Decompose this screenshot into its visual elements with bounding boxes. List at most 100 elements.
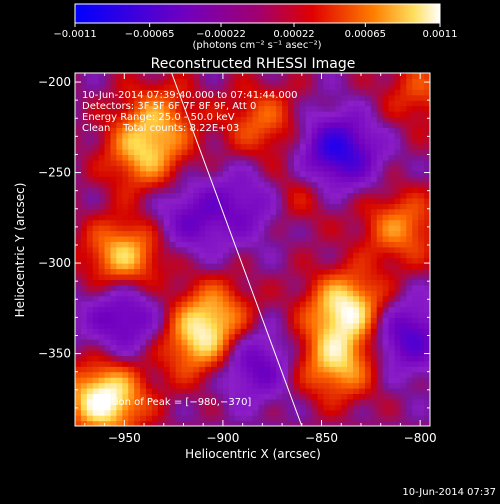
heatmap-cell [305,138,313,145]
heatmap-cell [388,246,396,253]
heatmap-cell [175,404,183,411]
heatmap-cell [293,393,301,400]
heatmap-cell [394,143,402,150]
heatmap-cell [270,83,277,90]
heatmap-cell [282,404,289,411]
heatmap-cell [359,398,366,405]
heatmap-cell [270,138,277,145]
heatmap-cell [376,344,384,351]
heatmap-cell [140,159,147,166]
heatmap-cell [311,268,319,275]
heatmap-cell [110,83,118,90]
heatmap-cell [157,219,165,226]
heatmap-cell [222,203,230,210]
heatmap-cell [157,165,165,172]
heatmap-cell [424,360,430,367]
heatmap-cell [388,284,396,291]
heatmap-cell [341,306,348,313]
heatmap-cell [282,111,289,118]
heatmap-cell [270,208,277,215]
heatmap-cell [80,311,88,318]
heatmap-cell [140,328,147,335]
heatmap-cell [394,382,402,389]
heatmap-cell [293,301,301,308]
heatmap-cell [128,208,135,215]
heatmap-cell [246,333,254,340]
heatmap-cell [258,382,265,389]
heatmap-cell [317,366,325,373]
heatmap-cell [80,393,88,400]
heatmap-cell [140,273,147,280]
heatmap-cell [418,420,425,426]
heatmap-cell [264,295,271,302]
y-tick-label: −300 [38,256,71,270]
heatmap-cell [311,78,319,85]
heatmap-cell [282,360,289,367]
heatmap-cell [92,377,100,384]
heatmap-cell [341,116,348,123]
heatmap-cell [376,377,384,384]
heatmap-cell [311,219,319,226]
heatmap-cell [234,111,242,118]
heatmap-cell [98,121,106,128]
heatmap-cell [382,78,390,85]
heatmap-cell [311,214,319,221]
heatmap-cell [187,377,194,384]
heatmap-cell [110,273,118,280]
annotation-detectors: Detectors: 3F 5F 6F 7F 8F 9F, Att 0 [82,101,256,112]
heatmap-cell [388,252,396,259]
heatmap-cell [424,257,430,264]
heatmap-cell [359,268,366,275]
heatmap-cell [146,192,153,199]
heatmap-cell [193,100,200,107]
heatmap-cell [370,78,378,85]
heatmap-cell [394,409,402,416]
heatmap-cell [370,279,378,286]
heatmap-cell [228,360,236,367]
heatmap-cell [370,105,378,112]
heatmap-cell [92,284,100,291]
heatmap-cell [406,241,413,248]
heatmap-cell [359,73,366,80]
heatmap-cell [252,268,260,275]
heatmap-cell [388,219,396,226]
heatmap-cell [128,263,135,270]
heatmap-cell [234,328,242,335]
heatmap-cell [80,382,88,389]
heatmap-cell [181,121,189,128]
heatmap-cell [163,235,171,242]
heatmap-cell [75,301,82,308]
heatmap-cell [335,89,342,96]
heatmap-cell [211,252,218,259]
heatmap-cell [418,252,425,259]
heatmap-cell [323,149,331,156]
heatmap-cell [341,393,348,400]
heatmap-cell [406,138,413,145]
heatmap-cell [134,100,141,107]
heatmap-cell [394,355,402,362]
heatmap-cell [323,393,331,400]
heatmap-cell [163,170,171,177]
heatmap-cell [246,78,254,85]
heatmap-cell [228,235,236,242]
heatmap-cell [323,154,331,161]
heatmap-cell [258,241,265,248]
heatmap-cell [228,295,236,302]
heatmap-cell [140,409,147,416]
heatmap-cell [151,279,159,286]
heatmap-cell [234,284,242,291]
heatmap-cell [252,181,260,188]
heatmap-cell [299,393,307,400]
heatmap-cell [317,219,325,226]
heatmap-cell [75,176,82,183]
heatmap-cell [181,382,189,389]
heatmap-cell [258,333,265,340]
heatmap-cell [323,78,331,85]
heatmap-cell [110,235,118,242]
heatmap-cell [276,268,283,275]
heatmap-cell [329,208,336,215]
heatmap-cell [110,355,118,362]
heatmap-cell [181,89,189,96]
heatmap-cell [299,420,307,426]
heatmap-cell [364,121,372,128]
